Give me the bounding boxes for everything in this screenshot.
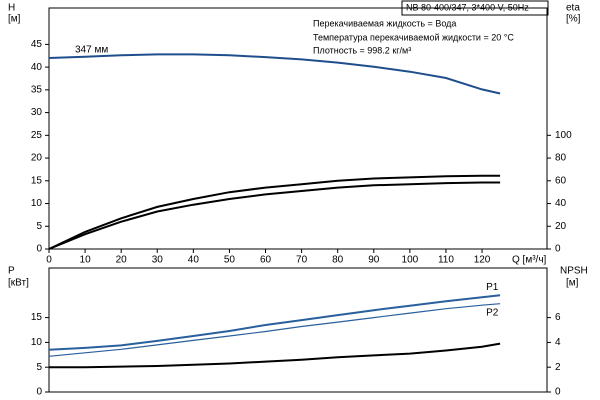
- y-tick-label: 45: [31, 39, 43, 50]
- annotation: Температура перекачиваемой жидкости = 20…: [313, 32, 514, 42]
- annotation: Плотность = 998.2 кг/м³: [313, 45, 411, 55]
- y-tick-label: 15: [31, 175, 43, 186]
- x-tick-label: 100: [402, 255, 419, 266]
- y2-tick-label: 40: [555, 198, 567, 209]
- plot-frame: [48, 267, 548, 393]
- y-axis-unit: [кВт]: [8, 278, 29, 289]
- box-title: NB 80-400/347, 3*400 V, 50Hz: [406, 2, 529, 12]
- x-tick-label: 90: [368, 255, 380, 266]
- y2-tick-label: 4: [555, 337, 561, 348]
- curve: [48, 53, 501, 95]
- y2-tick-label: 0: [555, 387, 561, 398]
- x-tick-label: 20: [116, 255, 128, 266]
- y-tick-label: 5: [36, 362, 42, 373]
- curve: [49, 342, 501, 369]
- y2-tick-label: 80: [555, 153, 567, 164]
- y-tick-label: 0: [36, 387, 42, 398]
- y-tick-label: 25: [31, 130, 43, 141]
- x-tick-label: 40: [188, 255, 200, 266]
- y-tick-label: 5: [36, 221, 42, 232]
- curve: [48, 181, 501, 250]
- y-tick-label: 40: [31, 62, 43, 73]
- y2-tick-label: 0: [555, 244, 561, 255]
- y2-tick-label: 20: [555, 221, 567, 232]
- y-axis-label: H: [8, 3, 15, 14]
- y2-tick-label: 60: [555, 175, 567, 186]
- y-tick-label: 20: [31, 153, 43, 164]
- y-tick-label: 30: [31, 107, 43, 118]
- y2-axis-unit: [м]: [566, 278, 579, 289]
- x-tick-label: 0: [46, 255, 52, 266]
- y2-tick-label: 6: [555, 312, 561, 323]
- x-axis-label: Q [м³/ч]: [512, 255, 547, 266]
- y2-axis-label: NPSH: [560, 266, 588, 277]
- y2-tick-label: 100: [555, 130, 572, 141]
- x-tick-label: 70: [296, 255, 308, 266]
- x-tick-label: 60: [260, 255, 272, 266]
- series-label: P2: [486, 307, 499, 318]
- x-tick-label: 10: [80, 255, 92, 266]
- x-tick-label: 30: [152, 255, 164, 266]
- y2-tick-label: 2: [555, 362, 561, 373]
- y2-axis-label: eta: [566, 3, 580, 14]
- y-tick-label: 10: [31, 337, 43, 348]
- plot-frame: [48, 7, 548, 250]
- y-tick-label: 15: [31, 312, 43, 323]
- series-label: P1: [486, 282, 499, 293]
- x-tick-label: 110: [438, 255, 454, 266]
- y-tick-label: 0: [36, 244, 42, 255]
- x-tick-label: 80: [332, 255, 344, 266]
- x-tick-label: 120: [474, 255, 491, 266]
- y-axis-label: P: [8, 266, 15, 277]
- series-label: 347 мм: [75, 45, 108, 56]
- y2-axis-unit: [%]: [566, 14, 581, 25]
- annotation: Перекачиваемая жидкость = Вода: [313, 18, 456, 28]
- curve: [48, 174, 501, 250]
- y-tick-label: 10: [31, 198, 43, 209]
- y-axis-unit: [м]: [8, 14, 21, 25]
- curve: [48, 303, 501, 357]
- x-tick-label: 50: [224, 255, 236, 266]
- curve: [48, 294, 501, 351]
- y-tick-label: 35: [31, 84, 43, 95]
